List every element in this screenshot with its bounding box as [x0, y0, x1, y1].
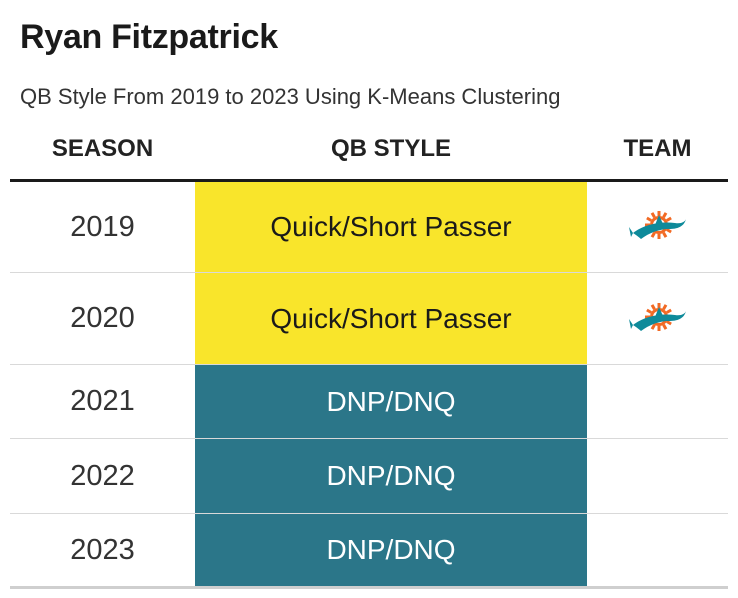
qb-style-cell: Quick/Short Passer	[195, 273, 587, 364]
season-cell: 2023	[70, 533, 135, 566]
table-row: 2023 DNP/DNQ	[10, 514, 728, 589]
team-cell	[587, 273, 728, 364]
season-cell: 2019	[70, 210, 135, 243]
season-cell: 2022	[70, 459, 135, 492]
table-row: 2022 DNP/DNQ	[10, 439, 728, 514]
qb-style-table: 2019 Quick/Short Passer 2020 Quick/Short…	[10, 182, 728, 589]
column-header-season: SEASON	[51, 135, 154, 162]
qb-style-cell: Quick/Short Passer	[195, 182, 587, 272]
team-cell	[587, 514, 728, 586]
team-cell	[587, 439, 728, 513]
page-title: Ryan Fitzpatrick	[20, 18, 278, 56]
table-row: 2019 Quick/Short Passer	[10, 182, 728, 273]
season-cell: 2020	[70, 302, 135, 334]
qb-style-cell: DNP/DNQ	[195, 439, 587, 513]
dolphins-logo-icon	[628, 302, 686, 331]
header-divider	[10, 179, 728, 182]
column-header-team: TEAM	[623, 135, 692, 162]
team-cell	[587, 182, 728, 272]
page-subtitle: QB Style From 2019 to 2023 Using K-Means…	[20, 84, 561, 109]
table-row: 2021 DNP/DNQ	[10, 365, 728, 439]
table-row: 2020 Quick/Short Passer	[10, 273, 728, 365]
season-cell: 2021	[70, 385, 135, 417]
dolphins-logo-icon	[628, 211, 686, 239]
qb-style-cell: DNP/DNQ	[195, 514, 587, 586]
column-header-qb-style: QB STYLE	[330, 135, 451, 162]
team-cell	[587, 365, 728, 438]
qb-style-cell: DNP/DNQ	[195, 365, 587, 438]
